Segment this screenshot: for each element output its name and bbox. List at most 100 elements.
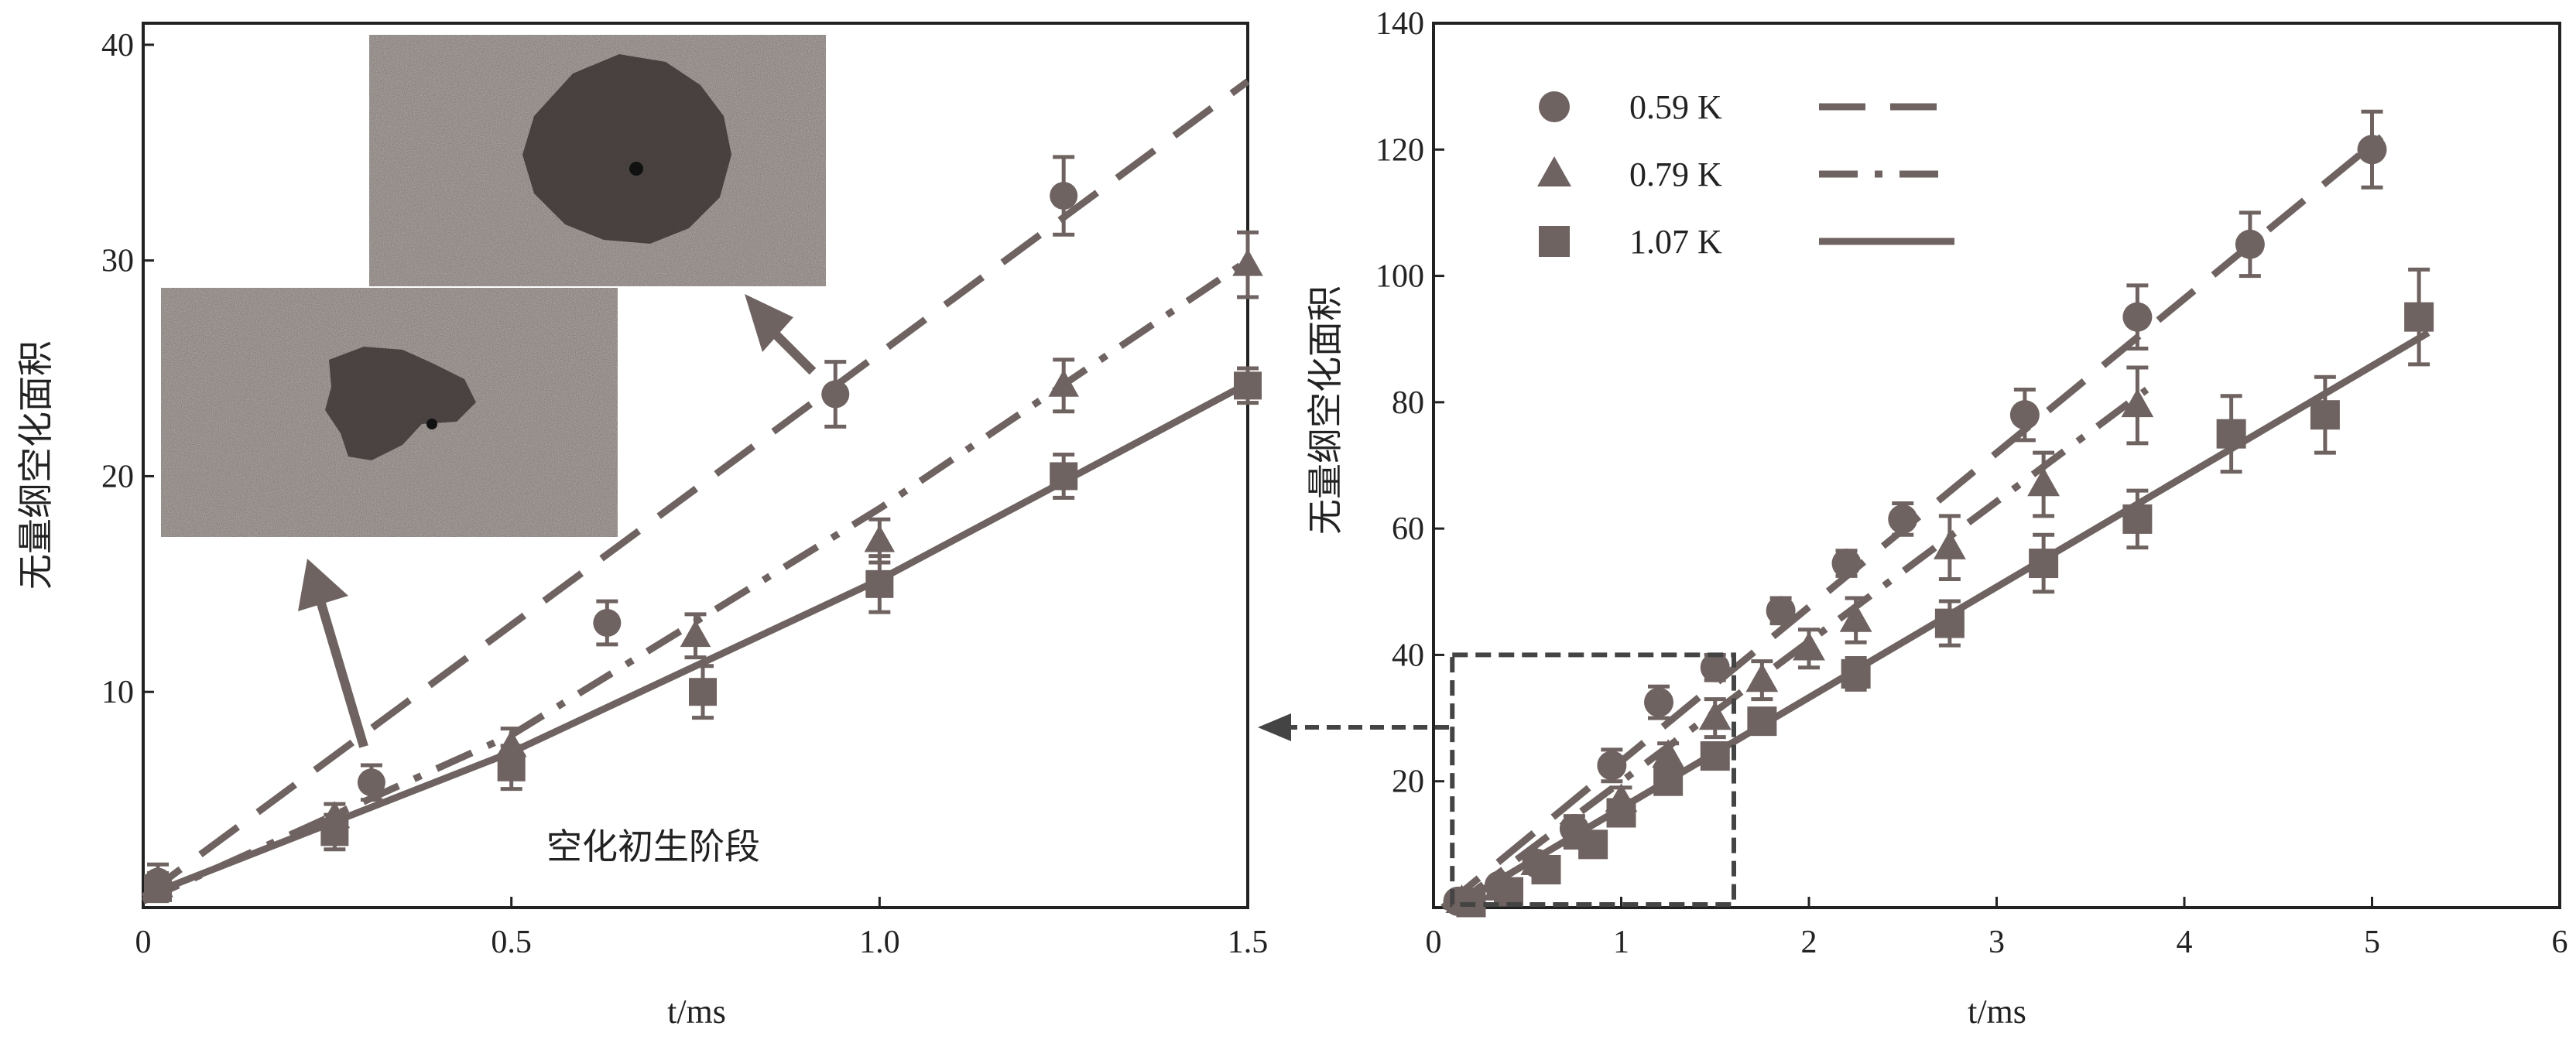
right-ytick-label-1: 40 (1392, 638, 1424, 673)
arrow-to-large-photo (770, 329, 817, 375)
legend: 0.59 K 0.79 K 1.07 K (1537, 88, 1954, 261)
right-xtick-label-0: 0 (1426, 925, 1442, 960)
left-point-2-3 (689, 678, 718, 706)
cavitation-photo-large (369, 35, 826, 286)
cavitation-photo-small (161, 288, 618, 537)
left-data-points (142, 155, 1263, 904)
left-xtick-label-3: 1.5 (1228, 925, 1269, 960)
right-point-2-14 (2404, 302, 2434, 332)
right-point-0-9 (1888, 504, 1918, 534)
right-ytick-label-3: 80 (1392, 385, 1424, 421)
left-point-2-0 (144, 874, 173, 902)
right-point-1-10 (1933, 530, 1966, 559)
right-point-0-6 (1700, 652, 1730, 682)
right-point-0-13 (2357, 135, 2387, 165)
left-point-2-4 (865, 569, 894, 598)
right-y-axis-label: 无量纲空化面积 (1304, 286, 1346, 535)
right-xtick-label-4: 4 (2177, 925, 2193, 960)
left-ytick-label-3: 40 (101, 28, 134, 63)
right-point-0-5 (1644, 687, 1673, 717)
right-point-2-12 (2216, 419, 2246, 449)
left-point-2-5 (1050, 462, 1078, 491)
right-point-2-5 (1653, 766, 1684, 796)
left-ytick-label-2: 30 (101, 244, 134, 279)
left-panel: 0 0.5 1.0 1.5 10 20 30 40 空化初生阶段 t/ms 无量纲空化面积 (15, 22, 1269, 1031)
right-point-2-10 (2029, 549, 2059, 579)
right-point-0-10 (2009, 400, 2040, 430)
zoom-box (1450, 652, 1736, 908)
right-point-1-12 (2121, 388, 2154, 418)
right-ytick-label-4: 100 (1375, 259, 1424, 295)
right-point-2-7 (1747, 706, 1777, 737)
stage-annotation: 空化初生阶段 (546, 826, 760, 867)
left-point-1-3 (680, 620, 711, 648)
legend-marker-0 (1539, 91, 1570, 122)
legend-marker-2 (1539, 226, 1570, 257)
right-point-2-11 (2122, 504, 2153, 534)
right-data-points (1443, 109, 2434, 918)
right-xtick-label-1: 1 (1613, 925, 1629, 960)
right-ytick-label-0: 20 (1392, 764, 1424, 800)
right-point-0-7 (1766, 596, 1796, 626)
zoom-link-head (1258, 713, 1291, 741)
arrow-head-large (745, 294, 793, 352)
right-point-2-2 (1531, 855, 1561, 885)
left-point-2-6 (1234, 371, 1262, 400)
left-x-axis-label: t/ms (667, 993, 726, 1031)
left-ytick-label-0: 10 (101, 675, 134, 710)
zoom-box-rect (1450, 652, 1736, 908)
right-x-axis-label: t/ms (1968, 993, 2026, 1031)
zoom-link-arrow (1258, 713, 1449, 741)
right-point-2-8 (1841, 658, 1871, 689)
right-point-2-1 (1494, 877, 1523, 907)
right-point-2-9 (1934, 608, 1965, 638)
right-point-1-9 (1839, 603, 1872, 632)
right-point-0-8 (1831, 549, 1862, 579)
photo-small-cavity (325, 347, 476, 460)
right-point-2-6 (1700, 741, 1730, 771)
arrow-to-small-photo (317, 602, 368, 748)
right-point-1-6 (1698, 701, 1732, 730)
right-ytick-label-6: 140 (1375, 6, 1424, 42)
right-ytick-label-2: 60 (1392, 511, 1424, 547)
photo-large-nozzle (629, 162, 643, 176)
left-xtick-label-1: 0.5 (491, 925, 532, 960)
right-point-0-12 (2235, 229, 2265, 259)
left-point-0-1 (357, 768, 385, 797)
left-point-1-2 (495, 730, 527, 757)
left-point-1-5 (1048, 369, 1079, 397)
right-point-2-3 (1578, 829, 1608, 860)
left-point-0-3 (821, 380, 850, 409)
photo-small-nozzle (426, 419, 437, 429)
left-xtick-label-2: 1.0 (859, 925, 900, 960)
right-xtick-label-6: 6 (2552, 925, 2568, 960)
right-panel: 0 1 2 3 4 5 6 20 40 60 80 100 120 140 0.59 K 0.79 K 1.0… (1304, 6, 2568, 1031)
right-xtick-label-3: 3 (1989, 925, 2005, 960)
left-y-axis-label: 无量纲空化面积 (15, 340, 57, 590)
legend-label-2: 1.07 K (1629, 223, 1722, 261)
right-ytick-label-5: 120 (1375, 132, 1424, 168)
right-point-2-4 (1606, 798, 1636, 828)
right-point-0-11 (2122, 302, 2153, 332)
left-point-0-4 (1050, 182, 1078, 210)
left-point-2-2 (497, 753, 526, 781)
right-axis-ticks: 0 1 2 3 4 5 6 20 40 60 80 100 120 140 (1375, 6, 2568, 960)
left-point-0-2 (593, 609, 622, 638)
inset-arrows (298, 294, 817, 748)
right-point-1-11 (2027, 467, 2060, 497)
left-point-2-1 (320, 818, 349, 846)
legend-marker-1 (1537, 156, 1571, 186)
right-point-1-8 (1793, 631, 1825, 661)
right-xtick-label-2: 2 (1801, 925, 1817, 960)
left-point-1-4 (864, 525, 896, 552)
right-xtick-label-5: 5 (2364, 925, 2380, 960)
arrow-head-small (298, 559, 348, 611)
legend-label-0: 0.59 K (1629, 88, 1722, 126)
right-point-0-4 (1597, 751, 1627, 781)
legend-label-1: 0.79 K (1629, 156, 1722, 193)
photo-large-cavity (522, 54, 731, 244)
right-point-2-13 (2310, 400, 2340, 430)
left-point-1-6 (1232, 248, 1263, 276)
right-point-1-7 (1745, 663, 1779, 692)
